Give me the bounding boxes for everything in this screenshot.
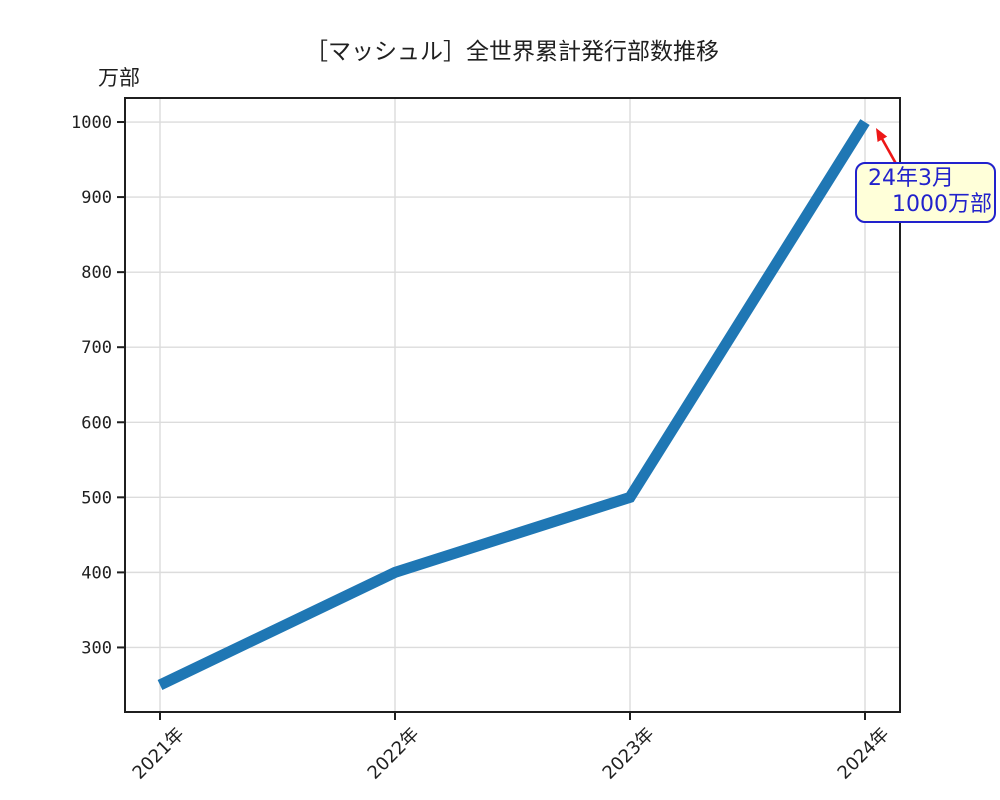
x-tick-label: 2021年: [129, 724, 189, 784]
annotation-box: 24年3月 1000万部: [855, 162, 996, 223]
y-tick-label: 500: [81, 488, 112, 508]
plot-border: [124, 97, 901, 713]
x-tick-label: 2023年: [599, 724, 659, 784]
annotation-line-1: 24年3月: [868, 166, 954, 191]
y-tick-label: 700: [81, 338, 112, 358]
chart-title: ［マッシュル］全世界累計発行部数推移: [305, 39, 719, 65]
annotation-line-2: 1000万部: [892, 192, 992, 217]
x-tick-label: 2022年: [364, 724, 424, 784]
y-tick-label: 400: [81, 563, 112, 583]
y-tick-label: 300: [81, 638, 112, 658]
x-tick-label: 2024年: [834, 724, 894, 784]
data-line: [157, 119, 870, 690]
y-tick-label: 600: [81, 413, 112, 433]
y-tick-label: 800: [81, 263, 112, 283]
y-axis-unit-label: 万部: [98, 66, 140, 90]
y-tick-label: 1000: [71, 113, 112, 133]
y-tick-label: 900: [81, 188, 112, 208]
annotation-arrow-head: [876, 128, 888, 143]
